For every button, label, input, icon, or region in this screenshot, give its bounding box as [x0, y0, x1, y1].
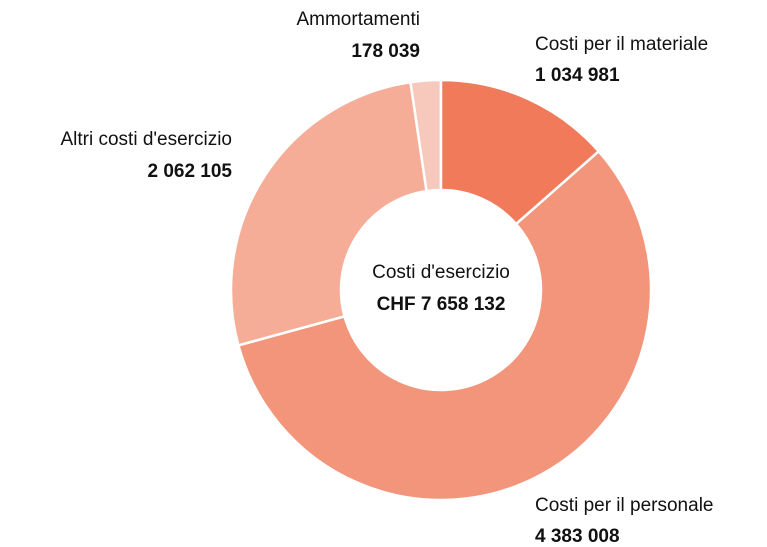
slice-label: Costi per il materiale: [535, 34, 708, 55]
slice-label: Costi per il personale: [535, 495, 713, 516]
center-title: Costi d'esercizio: [372, 262, 510, 283]
slice-value: 178 039: [351, 41, 420, 62]
slice: [229, 80, 428, 347]
slice: [236, 149, 653, 502]
slice-value: 4 383 008: [535, 526, 620, 547]
slice-label: Altri costi d'esercizio: [60, 129, 232, 150]
slice-value: 2 062 105: [147, 161, 232, 182]
slice-value: 1 034 981: [535, 65, 620, 86]
center-label: CHF 7 658 132: [377, 294, 506, 315]
slice: [439, 78, 601, 226]
slice-label: Ammortamenti: [296, 9, 420, 30]
